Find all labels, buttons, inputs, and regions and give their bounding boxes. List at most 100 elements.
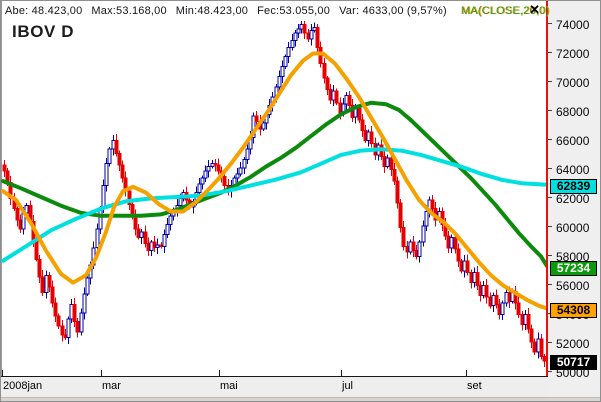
candle-body bbox=[494, 295, 499, 305]
candle-body bbox=[114, 139, 119, 154]
y-axis-label: 58000 bbox=[556, 250, 590, 264]
y-axis-tick bbox=[548, 23, 552, 24]
x-axis-tick bbox=[466, 370, 467, 377]
y-axis-tick bbox=[548, 371, 552, 372]
candle-body bbox=[245, 148, 250, 160]
candle-body bbox=[120, 164, 125, 179]
candle-body bbox=[357, 108, 362, 121]
candle-body bbox=[453, 237, 458, 250]
candle-body bbox=[325, 77, 330, 91]
candle-body bbox=[500, 302, 505, 315]
candle-body bbox=[206, 166, 211, 172]
candle-body bbox=[456, 248, 461, 262]
candle-body bbox=[165, 224, 170, 236]
y-axis-label: 72000 bbox=[556, 47, 590, 61]
candle-body bbox=[277, 76, 282, 88]
candle-body bbox=[60, 325, 65, 336]
x-axis-label: mar bbox=[102, 380, 121, 392]
candle-body bbox=[104, 163, 109, 186]
candle-body bbox=[516, 302, 521, 315]
x-axis-tick bbox=[101, 370, 102, 377]
y-axis-label: 66000 bbox=[556, 134, 590, 148]
candle-body bbox=[334, 90, 339, 104]
y-axis-label: 52000 bbox=[556, 337, 590, 351]
candle-body bbox=[162, 234, 167, 247]
candle-body bbox=[411, 241, 416, 252]
candle-body bbox=[213, 163, 218, 166]
candle-body bbox=[369, 131, 374, 144]
price-badge: 54308 bbox=[550, 303, 597, 318]
candle-body bbox=[72, 303, 77, 323]
y-axis-tick bbox=[548, 342, 552, 343]
candle-body bbox=[475, 271, 480, 286]
candle-body bbox=[242, 158, 247, 169]
candle-body bbox=[82, 293, 87, 314]
y-axis-tick bbox=[548, 284, 552, 285]
candle-body bbox=[155, 244, 160, 249]
candle-body bbox=[197, 183, 202, 194]
candle-body bbox=[203, 170, 208, 179]
candle-body bbox=[79, 312, 84, 333]
candle-body bbox=[47, 274, 52, 288]
info-bar: Abe: 48.423,00 Max:53.168,00 Min:48.423,… bbox=[1, 1, 549, 21]
x-axis-label: set bbox=[467, 380, 482, 392]
candle-body bbox=[101, 184, 106, 210]
candle-body bbox=[143, 231, 148, 244]
candle-body bbox=[315, 26, 320, 49]
candle-body bbox=[37, 258, 42, 278]
y-axis-tick bbox=[548, 255, 552, 256]
candle-body bbox=[139, 231, 144, 239]
candle-body bbox=[178, 197, 183, 207]
candle-body bbox=[95, 228, 100, 249]
time-axis: 2008jan mar mai jul set bbox=[1, 370, 548, 397]
candle-body bbox=[430, 199, 435, 210]
candle-body bbox=[421, 225, 426, 243]
x-axis-label: 2008jan bbox=[3, 380, 43, 392]
candle-body bbox=[424, 211, 429, 227]
candle-body bbox=[465, 260, 470, 273]
candle-body bbox=[15, 208, 20, 221]
symbol-title: IBOV D bbox=[12, 22, 75, 41]
y-axis-tick bbox=[548, 52, 552, 53]
y-axis-tick bbox=[548, 197, 552, 198]
price-badge: 57234 bbox=[550, 261, 597, 276]
candle-body bbox=[251, 115, 256, 139]
x-axis-label: jul bbox=[342, 380, 354, 392]
candle-body bbox=[56, 315, 61, 327]
candle-body bbox=[302, 23, 307, 34]
y-axis-label: 56000 bbox=[556, 279, 590, 293]
candle-body bbox=[127, 190, 132, 205]
y-axis-label: 68000 bbox=[556, 105, 590, 119]
candle-body bbox=[322, 63, 327, 79]
candle-body bbox=[395, 180, 400, 204]
candle-body bbox=[75, 321, 80, 333]
candle-body bbox=[50, 286, 55, 304]
y-axis-tick bbox=[548, 226, 552, 227]
chart-canvas[interactable] bbox=[1, 1, 548, 376]
x-axis-label: mai bbox=[220, 380, 238, 392]
y-axis-label: 60000 bbox=[556, 221, 590, 235]
close-icon[interactable]: ✕ bbox=[529, 2, 540, 17]
price-axis: 74000 72000 70000 68000 66000 64000 62000 60000… bbox=[546, 1, 600, 397]
candle-body bbox=[261, 122, 266, 130]
price-badge: 50717 bbox=[550, 355, 597, 370]
y-axis-label: 62000 bbox=[556, 192, 590, 206]
candle-body bbox=[66, 318, 71, 339]
candle-body bbox=[117, 153, 122, 166]
candle-body bbox=[290, 39, 295, 49]
ma-line-green bbox=[1, 100, 548, 269]
candle-body bbox=[200, 177, 205, 185]
ma-line-cyan bbox=[1, 147, 548, 263]
ma-line-orange bbox=[1, 51, 548, 311]
candle-body bbox=[53, 302, 58, 317]
window-bottom-strip bbox=[1, 397, 600, 401]
candle-body bbox=[484, 284, 489, 298]
y-axis-tick bbox=[548, 168, 552, 169]
candle-body bbox=[389, 157, 394, 170]
info-var: Var: 4633,00 (9,57%) bbox=[339, 5, 447, 17]
y-axis-label: 50000 bbox=[556, 366, 590, 380]
candle-body bbox=[238, 167, 243, 175]
info-open: Abe: 48.423,00 bbox=[5, 5, 83, 17]
info-low: Min:48.423,00 bbox=[175, 5, 249, 17]
x-axis-tick bbox=[219, 370, 220, 377]
